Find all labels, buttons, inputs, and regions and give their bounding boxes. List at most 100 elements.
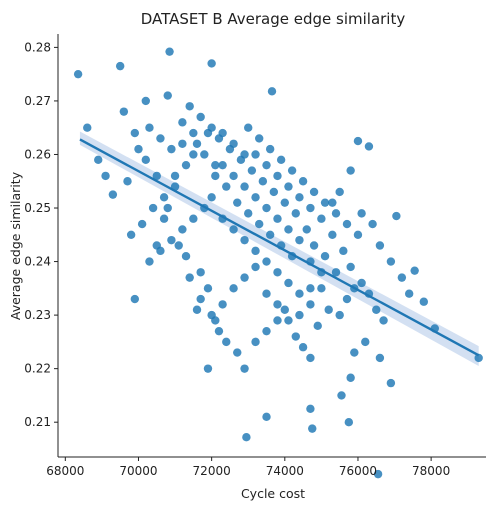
data-point xyxy=(331,268,341,277)
y-tick-label: 0.26 xyxy=(24,147,51,161)
data-point xyxy=(240,364,249,373)
data-point xyxy=(342,294,352,304)
data-point xyxy=(242,432,251,442)
data-point xyxy=(163,91,172,100)
data-point xyxy=(196,112,205,122)
data-point xyxy=(284,182,293,191)
data-point xyxy=(108,190,118,199)
data-point xyxy=(159,193,169,202)
data-point xyxy=(265,144,275,154)
data-point xyxy=(404,289,414,298)
x-axis-ticks: 68000 70000 72000 74000 76000 78000 xyxy=(46,457,450,478)
data-point xyxy=(361,337,370,347)
data-point xyxy=(200,150,209,159)
chart-title: DATASET B Average edge similarity xyxy=(141,10,406,28)
data-point xyxy=(346,262,355,272)
data-point xyxy=(273,300,282,309)
data-point xyxy=(251,246,260,256)
data-point xyxy=(291,332,300,341)
data-point xyxy=(185,102,194,111)
data-point xyxy=(346,373,355,382)
data-point xyxy=(163,203,172,213)
data-point xyxy=(211,171,220,181)
data-point xyxy=(229,171,238,181)
data-point xyxy=(258,177,268,186)
data-point xyxy=(392,211,401,221)
data-point xyxy=(222,337,231,347)
data-point xyxy=(375,353,385,363)
data-point xyxy=(267,87,277,96)
data-point xyxy=(335,310,344,320)
data-point xyxy=(94,155,103,165)
data-point xyxy=(148,203,158,213)
data-point xyxy=(262,203,271,213)
data-point xyxy=(247,166,257,175)
data-point xyxy=(115,61,125,71)
data-point xyxy=(306,284,315,293)
data-point xyxy=(167,235,176,245)
x-tick-label: 76000 xyxy=(339,464,377,478)
data-point xyxy=(291,209,300,218)
data-point xyxy=(174,241,183,250)
data-point xyxy=(165,47,174,56)
data-point xyxy=(287,166,297,175)
data-point xyxy=(262,160,271,170)
data-point xyxy=(353,136,363,146)
data-point xyxy=(306,300,315,309)
data-point xyxy=(73,69,83,79)
data-point xyxy=(207,59,216,68)
data-point xyxy=(218,128,227,138)
data-point xyxy=(331,209,341,218)
y-tick-label: 0.28 xyxy=(24,40,51,54)
x-tick-label: 78000 xyxy=(412,464,450,478)
data-point xyxy=(159,214,169,223)
data-point xyxy=(196,268,205,277)
data-point xyxy=(386,257,396,266)
data-point xyxy=(284,225,293,234)
data-point xyxy=(280,198,289,207)
data-point xyxy=(178,118,187,127)
data-point xyxy=(328,198,337,207)
data-point xyxy=(244,123,253,132)
data-point xyxy=(302,225,311,234)
x-tick-label: 72000 xyxy=(193,464,231,478)
data-point xyxy=(295,289,304,298)
data-point xyxy=(350,348,359,357)
data-point xyxy=(130,294,140,304)
data-point xyxy=(178,139,187,148)
data-point xyxy=(419,297,429,306)
y-tick-label: 0.24 xyxy=(24,255,51,269)
y-tick-label: 0.22 xyxy=(24,362,51,376)
data-point xyxy=(255,134,264,143)
data-point xyxy=(222,182,231,191)
data-point xyxy=(119,107,129,116)
data-point xyxy=(211,160,220,170)
data-point xyxy=(337,391,346,400)
data-point xyxy=(262,257,271,266)
data-point xyxy=(357,209,366,218)
x-tick-label: 68000 xyxy=(46,464,84,478)
data-point xyxy=(320,252,330,261)
data-point xyxy=(229,225,238,234)
data-point xyxy=(295,193,304,202)
data-point xyxy=(273,316,282,325)
data-point xyxy=(262,289,271,298)
data-point xyxy=(244,209,253,218)
data-point xyxy=(218,300,227,309)
data-point xyxy=(83,123,92,132)
data-point xyxy=(335,187,344,197)
data-point xyxy=(372,305,381,314)
data-point xyxy=(101,171,110,181)
y-tick-label: 0.25 xyxy=(24,201,51,215)
data-point xyxy=(185,273,194,282)
data-point xyxy=(251,262,260,272)
data-point xyxy=(373,469,383,479)
data-point xyxy=(126,230,136,239)
data-point xyxy=(152,171,161,181)
data-point xyxy=(265,230,275,239)
data-point xyxy=(309,241,319,250)
data-point xyxy=(207,193,216,202)
data-point xyxy=(141,155,150,165)
data-point xyxy=(295,310,304,320)
data-point xyxy=(251,193,260,202)
